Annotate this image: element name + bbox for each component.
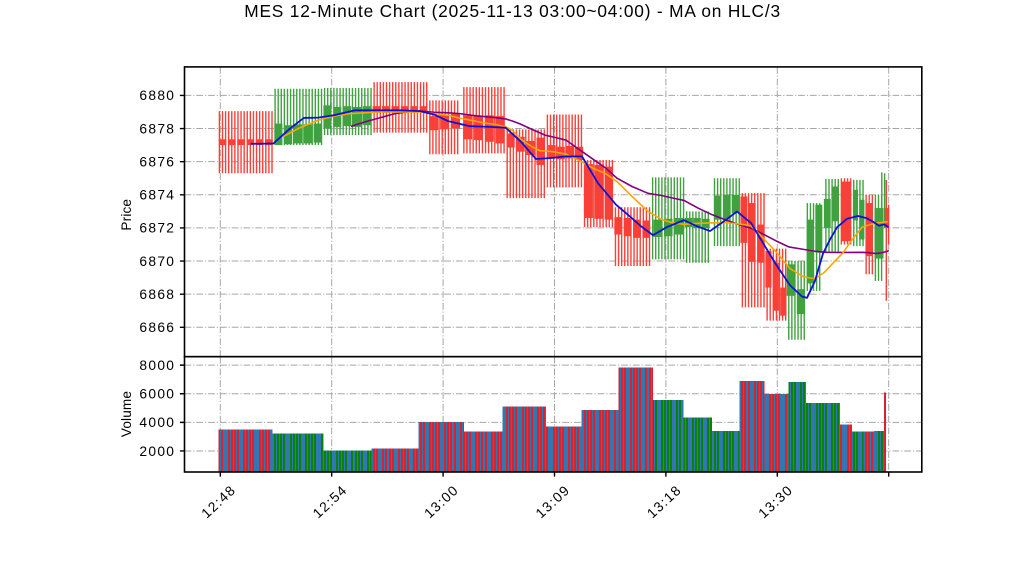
svg-text:6874: 6874: [139, 188, 175, 203]
svg-text:Volume: Volume: [119, 391, 134, 437]
svg-text:6000: 6000: [139, 387, 175, 402]
svg-text:6878: 6878: [139, 121, 175, 136]
svg-text:6866: 6866: [139, 320, 175, 335]
svg-text:6876: 6876: [139, 155, 175, 170]
svg-text:6872: 6872: [139, 221, 175, 236]
svg-text:8000: 8000: [139, 358, 175, 373]
svg-text:Price: Price: [119, 199, 134, 231]
svg-text:4000: 4000: [139, 415, 175, 430]
svg-text:2000: 2000: [139, 444, 175, 459]
svg-text:6868: 6868: [139, 287, 175, 302]
svg-text:6870: 6870: [139, 254, 175, 269]
svg-text:6880: 6880: [139, 88, 175, 103]
svg-text:MES 12-Minute Chart (2025-11-1: MES 12-Minute Chart (2025-11-13 03:00~04…: [244, 1, 781, 21]
